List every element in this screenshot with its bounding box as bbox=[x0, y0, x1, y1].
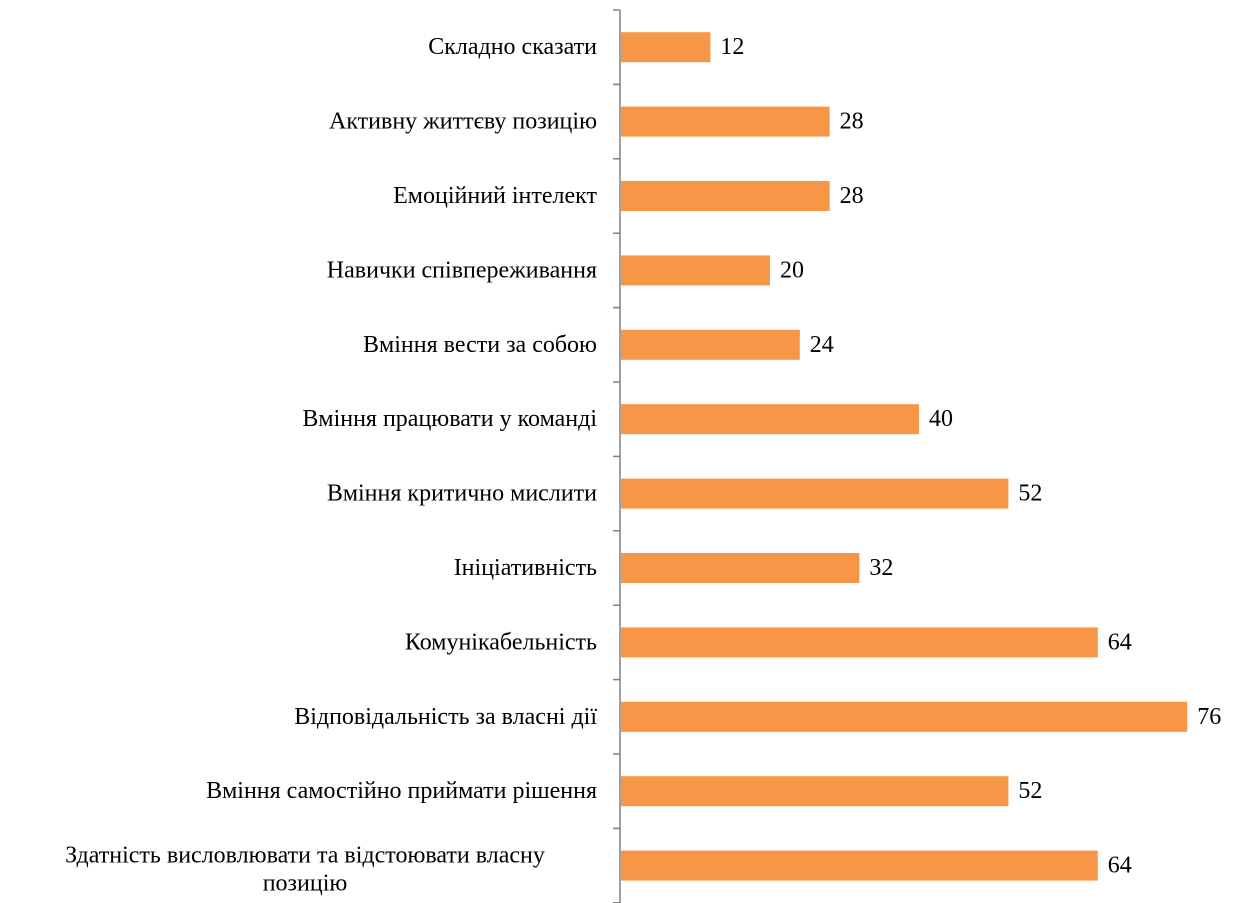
category-label: Комунікабельність bbox=[405, 629, 597, 655]
data-label: 24 bbox=[810, 332, 834, 358]
category-label: Емоційний інтелект bbox=[393, 183, 597, 209]
bar bbox=[621, 404, 919, 435]
category-label: Вміння самостійно приймати рішення bbox=[206, 778, 597, 804]
bar bbox=[621, 32, 711, 63]
category-label: Вміння працювати у команді bbox=[302, 406, 597, 432]
category-label: Відповідальність за власні дії bbox=[294, 704, 597, 730]
category-label: Здатність висловлювати та відстоювати вл… bbox=[65, 843, 545, 897]
bars-layer bbox=[621, 32, 1188, 881]
data-label: 40 bbox=[929, 406, 953, 432]
bar bbox=[621, 553, 860, 583]
category-label: Вміння вести за собою bbox=[363, 332, 597, 358]
data-label: 52 bbox=[1018, 481, 1042, 507]
category-axis bbox=[613, 9, 621, 903]
category-label: Активну життєву позицію bbox=[329, 109, 597, 135]
category-label: Навички співпереживання bbox=[327, 257, 597, 283]
data-label: 28 bbox=[840, 183, 864, 209]
bar bbox=[621, 329, 800, 360]
category-labels: Складно сказати Активну життєву позицію Ем… bbox=[65, 34, 597, 896]
data-label: 76 bbox=[1197, 704, 1221, 730]
bar bbox=[621, 255, 770, 286]
data-label: 28 bbox=[840, 109, 864, 135]
category-label: Ініціативність bbox=[454, 555, 597, 581]
data-label: 32 bbox=[869, 555, 893, 581]
data-label: 64 bbox=[1108, 629, 1132, 655]
bar bbox=[621, 776, 1009, 807]
category-label-line: позицію bbox=[263, 871, 348, 897]
bar bbox=[621, 106, 830, 137]
bar bbox=[621, 850, 1098, 881]
bar bbox=[621, 627, 1098, 658]
category-label-line: Здатність висловлювати та відстоювати вл… bbox=[65, 843, 545, 869]
bar bbox=[621, 701, 1188, 732]
bar bbox=[621, 478, 1009, 509]
data-labels: 12 28 28 20 24 40 52 32 64 76 52 64 bbox=[720, 34, 1221, 878]
data-label: 52 bbox=[1018, 778, 1042, 804]
data-label: 12 bbox=[720, 34, 744, 60]
data-label: 20 bbox=[780, 257, 804, 283]
bar bbox=[621, 181, 830, 211]
category-label: Вміння критично мислити bbox=[327, 481, 597, 507]
category-label: Складно сказати bbox=[428, 34, 597, 60]
data-label: 64 bbox=[1108, 853, 1132, 879]
